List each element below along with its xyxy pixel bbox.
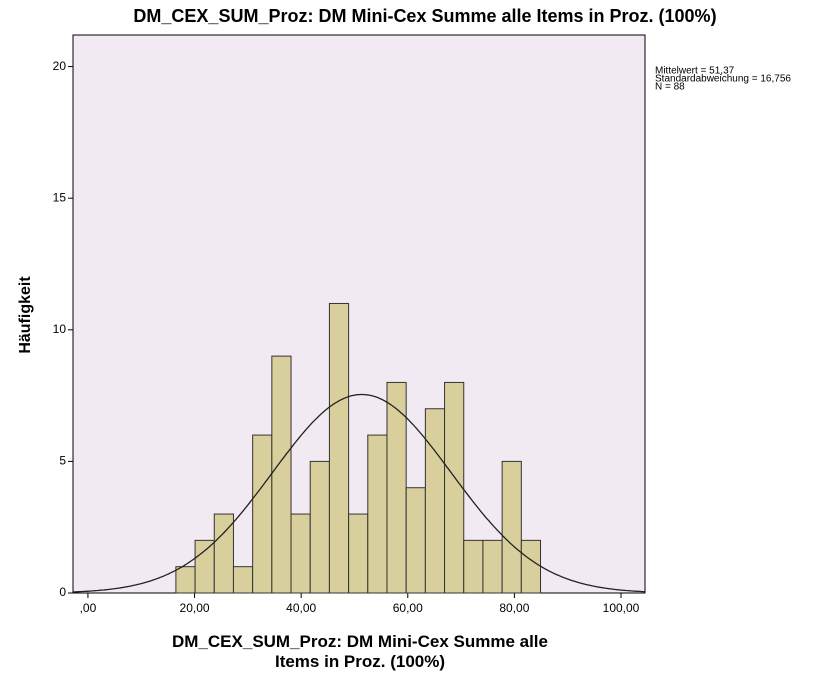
y-tick-label: 15 <box>53 190 67 204</box>
y-tick-label: 5 <box>59 454 66 468</box>
y-tick-label: 0 <box>59 585 66 599</box>
bar <box>232 566 254 594</box>
bar <box>290 513 311 594</box>
x-tick-label: 80,00 <box>499 601 529 615</box>
bar <box>175 566 196 594</box>
bar <box>309 460 330 594</box>
bar <box>424 408 446 594</box>
x-axis-label: DM_CEX_SUM_Proz: DM Mini-Cex Summe alle … <box>172 632 548 671</box>
bar <box>271 355 292 594</box>
bar <box>501 460 522 594</box>
bar <box>520 539 542 594</box>
stat-label: Mittelwert = 51,37 <box>655 66 735 77</box>
x-tick-label: 20,00 <box>180 601 210 615</box>
bar <box>463 539 484 594</box>
bar <box>482 539 503 594</box>
bar <box>328 302 350 594</box>
y-axis-label: Häufigkeit <box>17 276 34 354</box>
x-tick-label: 100,00 <box>603 601 640 615</box>
chart-title: DM_CEX_SUM_Proz: DM Mini-Cex Summe alle … <box>133 6 716 26</box>
x-tick-label: 60,00 <box>393 601 423 615</box>
bar <box>194 539 215 594</box>
x-tick-label: ,00 <box>80 601 97 615</box>
bar <box>252 434 273 594</box>
bar <box>444 381 465 594</box>
y-tick-label: 20 <box>53 59 67 73</box>
stat-label: Standardabweichung = 16,756 <box>655 74 791 85</box>
bar <box>367 434 388 594</box>
x-tick-label: 40,00 <box>286 601 316 615</box>
bar <box>348 513 369 594</box>
normal-curve <box>73 393 646 593</box>
plot-area <box>72 34 646 594</box>
y-tick-label: 10 <box>53 322 67 336</box>
bar <box>405 487 426 594</box>
bar <box>213 513 234 594</box>
stat-label: N = 88 <box>655 82 685 93</box>
